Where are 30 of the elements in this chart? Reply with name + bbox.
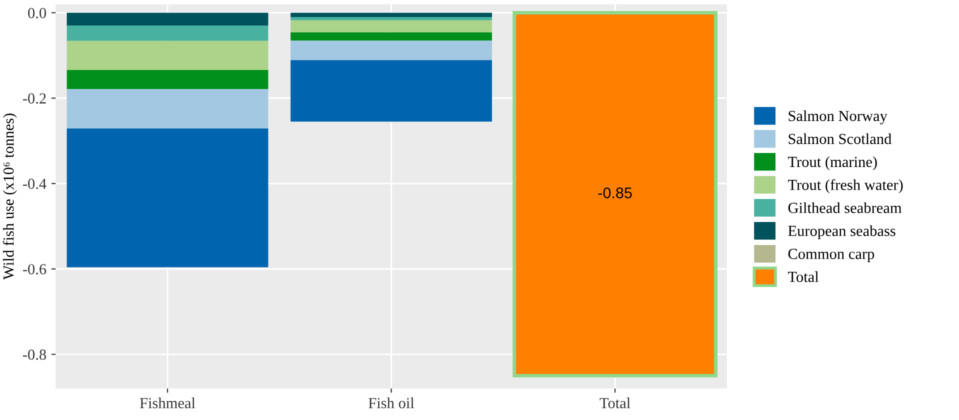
- y-axis-title: Wild fish use (x10⁶ tonnes): [2, 114, 17, 280]
- bar: [66, 128, 268, 268]
- legend-label: Trout (marine): [788, 156, 877, 170]
- y-tick-label: -0.2: [22, 93, 46, 104]
- legend-label: Total: [788, 271, 819, 282]
- data-label: -0.85: [598, 188, 632, 198]
- y-tick-label: -0.6: [22, 264, 46, 274]
- bar: [290, 40, 492, 60]
- legend-label: Gilthead seabream: [788, 202, 902, 214]
- bar: [290, 12, 492, 18]
- bar: [66, 70, 268, 90]
- x-tick-label: Total: [600, 398, 630, 408]
- bar: [66, 12, 268, 26]
- legend-label: Salmon Scotland: [788, 133, 892, 144]
- bar: [290, 32, 492, 40]
- legend-label: Trout (fresh water): [788, 179, 903, 194]
- y-tick-label: -0.8: [22, 349, 46, 360]
- legend-label: European seabass: [788, 225, 896, 240]
- bar: [290, 20, 492, 32]
- bar: [66, 89, 268, 128]
- bar: [66, 26, 268, 41]
- legend-label: Common carp: [788, 248, 874, 262]
- bar: [290, 60, 492, 122]
- bar: [66, 40, 268, 70]
- x-tick-label: Fishmeal: [140, 398, 196, 408]
- y-tick-label: -0.4: [22, 178, 46, 190]
- bar: [290, 17, 492, 20]
- y-tick-label: 0.0: [28, 8, 46, 18]
- legend-label: Salmon Norway: [788, 110, 888, 124]
- x-tick-label: Fish oil: [368, 398, 414, 408]
